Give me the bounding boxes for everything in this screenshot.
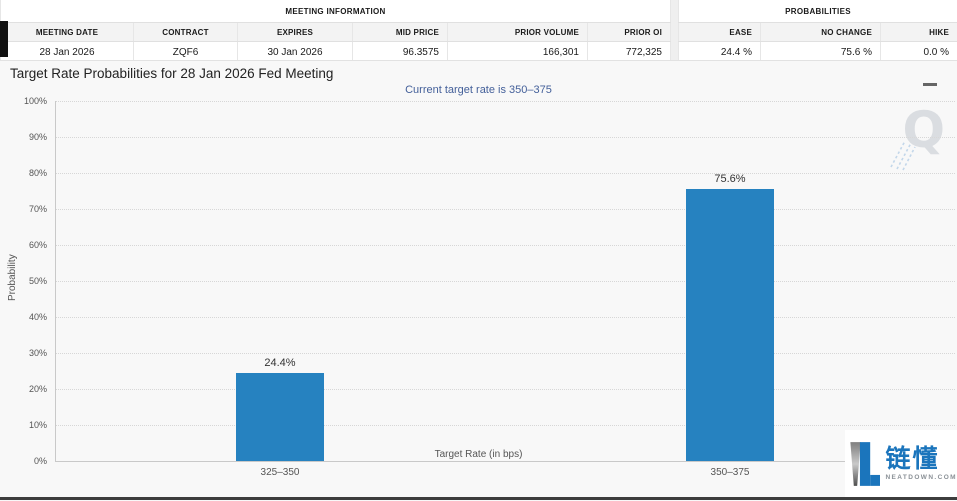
y-tick-label: 90% [5,132,47,142]
gridline-20% [56,389,955,390]
y-tick-label: 60% [5,240,47,250]
x-axis-title: Target Rate (in bps) [0,449,957,460]
col-no-change: NO CHANGE [761,23,881,42]
gridline-10% [56,425,955,426]
y-tick-label: 70% [5,204,47,214]
y-tick-label: 30% [5,348,47,358]
gridline-60% [56,245,955,246]
value-mid-price: 96.3575 [353,42,448,63]
meeting-information-header: MEETING INFORMATION [1,0,671,23]
col-expires: EXPIRES [238,23,353,42]
col-prior-oi: PRIOR OI [588,23,671,42]
y-tick-label: 40% [5,312,47,322]
bar-value-label: 75.6% [670,173,790,185]
value-no-change: 75.6 % [761,42,881,63]
gridline-50% [56,281,955,282]
x-axis-line [55,461,955,462]
y-tick-label: 80% [5,168,47,178]
value-meeting-date: 28 Jan 2026 [1,42,134,63]
plot-area: 0%10%20%30%40%50%60%70%80%90%100%24.4%32… [55,101,955,461]
gridline-90% [56,137,955,138]
col-prior-volume: PRIOR VOLUME [448,23,588,42]
x-category-label: 325–350 [220,467,340,478]
value-prior-oi: 772,325 [588,42,671,63]
probabilities-table: PROBABILITIES EASE NO CHANGE HIKE 24.4 %… [678,0,957,62]
chart-title: Target Rate Probabilities for 28 Jan 202… [10,66,333,81]
value-hike: 0.0 % [881,42,957,63]
value-expires: 30 Jan 2026 [238,42,353,63]
gridline-30% [56,353,955,354]
logo-chinese-name: 链懂 [885,446,957,474]
y-tick-label: 100% [5,96,47,106]
y-tick-label: 10% [5,420,47,430]
probability-bar-350–375[interactable] [686,189,774,461]
logo-domain: NEATDOWN.COM [885,474,957,481]
gridline-40% [56,317,955,318]
screen-edge-artifact [0,21,8,57]
col-hike: HIKE [881,23,957,42]
gridline-100% [56,101,955,102]
value-contract: ZQF6 [134,42,238,63]
meeting-information-table: MEETING INFORMATION MEETING DATE CONTRAC… [0,0,671,62]
probabilities-header: PROBABILITIES [679,0,957,23]
col-mid-price: MID PRICE [353,23,448,42]
neatdown-logo-icon [849,436,880,492]
probability-bar-325–350[interactable] [236,373,324,461]
gridline-80% [56,173,955,174]
y-tick-label: 50% [5,276,47,286]
probability-chart-panel: Target Rate Probabilities for 28 Jan 202… [0,60,957,501]
y-tick-label: 20% [5,384,47,394]
value-prior-volume: 166,301 [448,42,588,63]
col-meeting-date: MEETING DATE [1,23,134,42]
value-ease: 24.4 % [679,42,761,63]
chart-subtitle: Current target rate is 350–375 [0,84,957,96]
gridline-70% [56,209,955,210]
bar-value-label: 24.4% [220,357,340,369]
x-category-label: 350–375 [670,467,790,478]
col-ease: EASE [679,23,761,42]
top-tables: MEETING INFORMATION MEETING DATE CONTRAC… [0,0,957,57]
col-contract: CONTRACT [134,23,238,42]
neatdown-logo: 链懂 NEATDOWN.COM [845,430,957,497]
